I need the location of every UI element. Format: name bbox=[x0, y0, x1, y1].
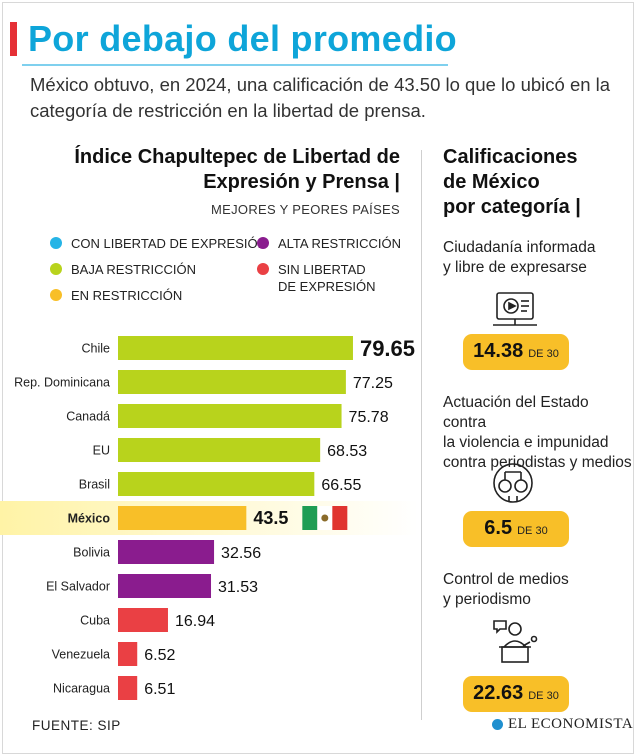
legend-label-sin: SIN LIBERTAD DE EXPRESIÓN bbox=[278, 261, 376, 295]
legend-label-baja: BAJA RESTRICCIÓN bbox=[71, 262, 196, 277]
value-label-venezuela: 6.52 bbox=[144, 647, 175, 664]
chart-legend: CON LIBERTAD DE EXPRESIÓN BAJA RESTRICCI… bbox=[50, 235, 420, 305]
scores-title-line2: de México bbox=[443, 171, 540, 193]
category-label-el-salvador: El Salvador bbox=[46, 580, 110, 594]
media-screen-icon bbox=[493, 292, 537, 326]
bar-brasil bbox=[118, 472, 315, 496]
scores-title-line3: por categoría | bbox=[443, 196, 581, 218]
legend-item-alta: ALTA RESTRICCIÓN bbox=[257, 235, 401, 252]
bar-cuba bbox=[118, 608, 168, 632]
category-label-canada: Canadá bbox=[66, 410, 110, 424]
score-category-2-label: Actuación del Estado contra la violencia… bbox=[443, 393, 633, 473]
bar-chile bbox=[118, 336, 353, 360]
category-label-nicaragua: Nicaragua bbox=[53, 682, 110, 696]
value-label-chile: 79.65 bbox=[360, 336, 415, 361]
mexico-flag-icon bbox=[302, 506, 348, 530]
flag-green-stripe bbox=[302, 506, 318, 530]
legend-dot-sin bbox=[257, 263, 269, 275]
title-accent-bar bbox=[10, 22, 17, 56]
category-label-venezuela: Venezuela bbox=[52, 648, 110, 662]
scores-title-line1: Calificaciones bbox=[443, 146, 578, 168]
bar-mexico bbox=[118, 506, 247, 530]
bar-venezuela bbox=[118, 642, 138, 666]
bar-nicaragua bbox=[118, 676, 138, 700]
title-underline bbox=[22, 64, 448, 66]
bar-bolivia bbox=[118, 540, 215, 564]
title-block: Por debajo del promedio bbox=[22, 14, 457, 66]
score-category-1-line1: Ciudadanía informada bbox=[443, 239, 596, 256]
brand-dot-icon bbox=[492, 719, 503, 730]
legend-item-con: CON LIBERTAD DE EXPRESIÓN bbox=[50, 235, 267, 252]
category-label-cuba: Cuba bbox=[80, 614, 110, 628]
value-label-el-salvador: 31.53 bbox=[218, 579, 258, 596]
category-label-brasil: Brasil bbox=[79, 478, 110, 492]
chart-subtitle: MEJORES Y PEORES PAÍSES bbox=[211, 202, 400, 217]
score-of-3: DE 30 bbox=[528, 690, 559, 702]
handcuffs-icon bbox=[493, 463, 533, 503]
category-label-mexico: México bbox=[68, 512, 111, 526]
value-label-cuba: 16.94 bbox=[175, 613, 215, 630]
legend-label-con: CON LIBERTAD DE EXPRESIÓN bbox=[71, 236, 268, 251]
bar-el-salvador bbox=[118, 574, 212, 598]
score-pill-2: 6.5 DE 30 bbox=[463, 511, 569, 547]
legend-dot-alta bbox=[257, 237, 269, 249]
score-value-3: 22.63 bbox=[473, 682, 524, 704]
value-label-canada: 75.78 bbox=[349, 409, 389, 426]
bar-rep-dominicana bbox=[118, 370, 346, 394]
score-category-2-line3: contra periodistas y medios bbox=[443, 454, 632, 471]
legend-label-alta: ALTA RESTRICCIÓN bbox=[278, 236, 402, 251]
value-label-nicaragua: 6.51 bbox=[144, 681, 175, 698]
category-label-bolivia: Bolivia bbox=[73, 546, 110, 560]
category-label-rep-dominicana: Rep. Dominicana bbox=[14, 376, 110, 390]
page-title: Por debajo del promedio bbox=[28, 18, 457, 59]
scores-title: Calificaciones de México por categoría | bbox=[443, 145, 628, 220]
legend-dot-baja bbox=[50, 263, 62, 275]
brand-name: EL ECONOMISTA bbox=[508, 716, 634, 732]
category-label-eu: EU bbox=[93, 444, 110, 458]
brand-logo: EL ECONOMISTA bbox=[492, 716, 633, 733]
bar-chart: Chile 79.65 Rep. Dominicana 77.25 Canadá 75.7… bbox=[0, 336, 418, 700]
legend-dot-con bbox=[50, 237, 62, 249]
score-category-1-label: Ciudadanía informada y libre de expresar… bbox=[443, 238, 633, 278]
score-category-3-line1: Control de medios bbox=[443, 571, 569, 588]
category-label-chile: Chile bbox=[82, 342, 111, 356]
value-label-rep-dominicana: 77.25 bbox=[353, 375, 393, 392]
score-value-2: 6.5 bbox=[484, 517, 513, 539]
legend-item-sin: SIN LIBERTAD DE EXPRESIÓN bbox=[257, 261, 376, 295]
value-label-bolivia: 32.56 bbox=[221, 545, 261, 562]
score-pill-3: 22.63 DE 30 bbox=[463, 676, 569, 712]
score-category-1-line2: y libre de expresarse bbox=[443, 259, 587, 276]
value-label-eu: 68.53 bbox=[327, 443, 367, 460]
speaker-podium-icon bbox=[493, 620, 538, 663]
bar-eu bbox=[118, 438, 321, 462]
legend-label-sin-line2: DE EXPRESIÓN bbox=[278, 279, 376, 294]
score-category-2-line2: la violencia e impunidad bbox=[443, 434, 609, 451]
legend-item-baja: BAJA RESTRICCIÓN bbox=[50, 261, 196, 278]
flag-emblem bbox=[321, 514, 329, 522]
score-pill-1: 14.38 DE 30 bbox=[463, 334, 569, 370]
value-label-mexico: 43.5 bbox=[253, 508, 288, 528]
legend-dot-en bbox=[50, 289, 62, 301]
score-category-3-line2: y periodismo bbox=[443, 591, 531, 608]
score-of-2: DE 30 bbox=[517, 525, 548, 537]
score-of-1: DE 30 bbox=[528, 348, 559, 360]
bar-canada bbox=[118, 404, 342, 428]
chart-title: Índice Chapultepec de Libertad de Expres… bbox=[74, 146, 400, 193]
column-divider bbox=[421, 150, 422, 720]
page-subtitle: México obtuvo, en 2024, una calificación… bbox=[30, 74, 611, 121]
flag-red-stripe bbox=[332, 506, 348, 530]
score-category-3-label: Control de medios y periodismo bbox=[443, 570, 633, 610]
score-value-1: 14.38 bbox=[473, 340, 524, 362]
score-category-2-line1: Actuación del Estado contra bbox=[443, 394, 589, 431]
legend-label-sin-line1: SIN LIBERTAD bbox=[278, 262, 366, 277]
legend-label-en: EN RESTRICCIÓN bbox=[71, 288, 183, 303]
value-label-brasil: 66.55 bbox=[321, 477, 361, 494]
source-note: FUENTE: SIP bbox=[32, 718, 121, 733]
legend-item-en: EN RESTRICCIÓN bbox=[50, 287, 182, 304]
